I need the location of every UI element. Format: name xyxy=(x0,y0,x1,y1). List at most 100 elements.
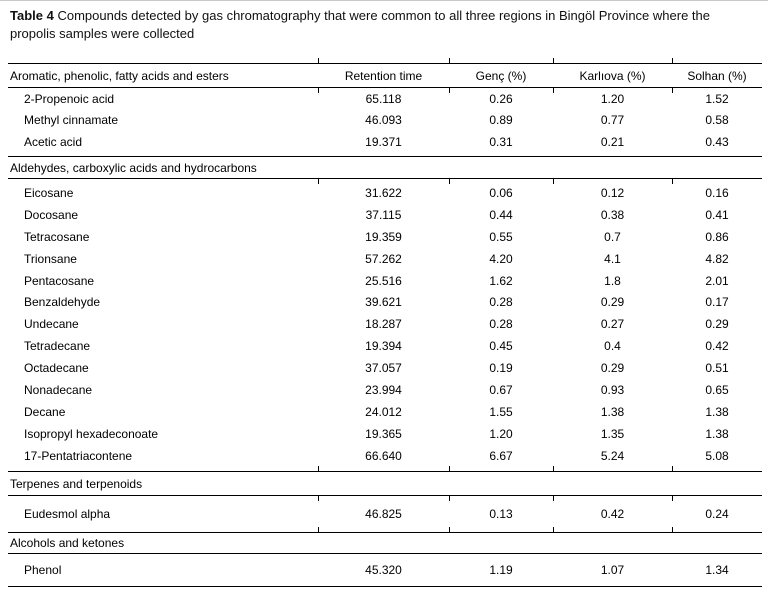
genc-value: 0.44 xyxy=(489,207,513,222)
column-tick-marks xyxy=(8,496,762,501)
genc-value: 1.55 xyxy=(489,404,513,419)
genc-value: 0.06 xyxy=(489,185,513,200)
genc-value: 1.20 xyxy=(489,426,513,441)
table-row: Benzaldehyde 39.621 0.28 0.29 0.17 xyxy=(8,291,762,313)
section-label: Aldehydes, carboxylic acids and hydrocar… xyxy=(10,160,257,175)
table-row: Trionsane 57.262 4.20 4.1 4.82 xyxy=(8,248,762,270)
column-tick xyxy=(449,179,450,184)
solhan-value: 0.17 xyxy=(705,295,729,310)
column-tick xyxy=(553,88,554,93)
solhan-value: 0.86 xyxy=(705,229,729,244)
column-tick xyxy=(672,527,673,532)
retention-time-value: 66.640 xyxy=(365,448,402,463)
karliova-value: 0.4 xyxy=(604,339,621,354)
retention-time-value: 23.994 xyxy=(365,382,402,397)
karliova-value: 1.38 xyxy=(600,404,625,419)
horizontal-rule xyxy=(8,471,762,472)
table-header-row: Aromatic, phenolic, fatty acids and este… xyxy=(8,64,762,87)
retention-time-value: 31.622 xyxy=(365,185,402,200)
karliova-value: 1.8 xyxy=(604,273,621,288)
horizontal-rule xyxy=(8,87,762,88)
genc-value: 4.20 xyxy=(489,251,513,266)
genc-value: 0.67 xyxy=(489,382,513,397)
column-tick-marks xyxy=(8,58,762,63)
column-tick xyxy=(672,466,673,471)
header-retention-time: Retention time xyxy=(344,68,423,83)
column-tick xyxy=(449,88,450,93)
column-tick xyxy=(318,58,319,63)
horizontal-rule xyxy=(8,586,762,587)
column-tick xyxy=(672,179,673,184)
horizontal-rule xyxy=(8,532,762,533)
section-rows-alcohols: Phenol 45.320 1.19 1.07 1.34 xyxy=(8,554,762,586)
retention-time-value: 65.118 xyxy=(365,91,402,106)
compound-name: Trionsane xyxy=(24,251,77,266)
retention-time-value: 25.516 xyxy=(365,273,402,288)
solhan-value: 1.38 xyxy=(705,404,729,419)
retention-time-value: 37.115 xyxy=(365,207,402,222)
table-row: Pentacosane 25.516 1.62 1.8 2.01 xyxy=(8,270,762,292)
karliova-value: 4.1 xyxy=(604,251,621,266)
karliova-value: 0.29 xyxy=(600,361,625,376)
table-row: 2-Propenoic acid 65.118 0.26 1.20 1.52 xyxy=(8,88,762,110)
compound-name: Decane xyxy=(24,404,66,419)
karliova-value: 1.20 xyxy=(600,91,625,106)
solhan-value: 0.16 xyxy=(705,185,729,200)
column-tick-marks xyxy=(8,466,762,471)
karliova-value: 0.38 xyxy=(600,207,625,222)
compound-name: Nonadecane xyxy=(24,382,93,397)
header-solhan: Solhan (%) xyxy=(687,68,747,83)
compound-name: Eudesmol alpha xyxy=(24,507,111,521)
compound-name: Tetradecane xyxy=(24,339,91,354)
column-tick xyxy=(553,527,554,532)
column-tick xyxy=(449,527,450,532)
column-tick xyxy=(318,466,319,471)
genc-value: 6.67 xyxy=(489,448,513,463)
column-tick-marks xyxy=(8,527,762,532)
compound-name: Benzaldehyde xyxy=(24,295,101,310)
table-row: Undecane 18.287 0.28 0.27 0.29 xyxy=(8,313,762,335)
header-karliova: Karlıova (%) xyxy=(579,68,646,83)
column-tick xyxy=(318,527,319,532)
compounds-table: Aromatic, phenolic, fatty acids and este… xyxy=(8,58,762,587)
compound-name: Phenol xyxy=(24,563,62,577)
compound-name: Methyl cinnamate xyxy=(24,113,119,128)
table-row: Phenol 45.320 1.19 1.07 1.34 xyxy=(8,554,762,586)
column-tick xyxy=(553,58,554,63)
retention-time-value: 37.057 xyxy=(365,361,402,376)
column-tick xyxy=(449,466,450,471)
caption-text: Compounds detected by gas chromatography… xyxy=(10,8,710,41)
section-rows-aromatic: 2-Propenoic acid 65.118 0.26 1.20 1.52 M… xyxy=(8,88,762,156)
retention-time-value: 19.371 xyxy=(365,134,402,149)
column-tick xyxy=(318,179,319,184)
retention-time-value: 24.012 xyxy=(365,404,402,419)
compound-name: Acetic acid xyxy=(24,134,83,149)
retention-time-value: 18.287 xyxy=(365,317,402,332)
solhan-value: 0.43 xyxy=(705,134,729,149)
karliova-value: 1.07 xyxy=(600,563,625,577)
retention-time-value: 19.394 xyxy=(365,339,402,354)
compound-name: Tetracosane xyxy=(24,229,90,244)
table-row: Isopropyl hexadeconoate 19.365 1.20 1.35… xyxy=(8,423,762,445)
retention-time-value: 39.621 xyxy=(365,295,402,310)
column-tick-marks xyxy=(8,179,762,184)
solhan-value: 1.52 xyxy=(705,91,729,106)
section-header-row: Terpenes and terpenoids xyxy=(8,472,762,495)
column-tick xyxy=(553,179,554,184)
column-tick xyxy=(318,88,319,93)
compound-name: Undecane xyxy=(24,317,79,332)
caption-label: Table 4 xyxy=(10,8,54,23)
genc-value: 1.19 xyxy=(489,563,513,577)
table-row: Eudesmol alpha 46.825 0.13 0.42 0.24 xyxy=(8,496,762,532)
table-row: Docosane 37.115 0.44 0.38 0.41 xyxy=(8,204,762,226)
section-header-row: Alcohols and ketones xyxy=(8,533,762,553)
solhan-value: 0.29 xyxy=(705,317,729,332)
karliova-value: 0.12 xyxy=(600,185,625,200)
karliova-value: 5.24 xyxy=(600,448,625,463)
horizontal-rule xyxy=(8,63,762,64)
solhan-value: 0.58 xyxy=(705,113,729,128)
karliova-value: 0.27 xyxy=(600,317,625,332)
karliova-value: 0.29 xyxy=(600,295,625,310)
genc-value: 0.26 xyxy=(489,91,513,106)
column-tick xyxy=(449,496,450,501)
